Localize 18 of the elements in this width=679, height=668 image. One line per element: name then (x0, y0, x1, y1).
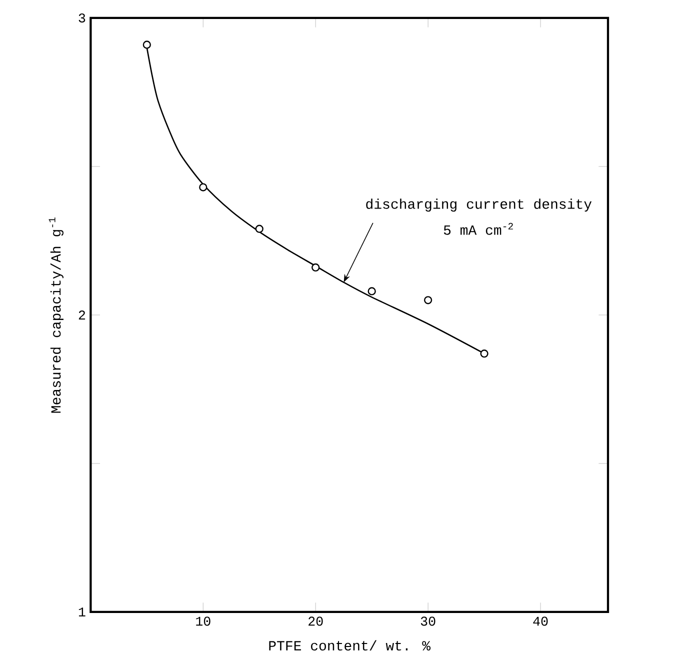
point (199, 183, 208, 192)
point (480, 350, 488, 358)
annotation: discharging current density (366, 198, 592, 212)
y-axis-title: Measured capacity/Ah g$^{-1}$ (48, 217, 64, 413)
x-tick-label: 10 (196, 616, 210, 626)
point (368, 287, 376, 296)
x-tick-label: 20 (308, 616, 323, 626)
x-tick-label: 40 (533, 616, 548, 626)
point (424, 296, 432, 304)
x-tick-label: 30 (420, 616, 436, 626)
point (312, 263, 320, 272)
annotation: 5 mA cm$^{-2}$ (444, 222, 513, 235)
y-tick-label: 2 (78, 310, 86, 320)
y-tick-label: 1 (78, 608, 86, 616)
y-tick-label: 3 (78, 13, 86, 23)
point (255, 224, 264, 233)
x-axis-title: PTFE content/ wt. % (269, 640, 431, 651)
point (142, 40, 151, 49)
